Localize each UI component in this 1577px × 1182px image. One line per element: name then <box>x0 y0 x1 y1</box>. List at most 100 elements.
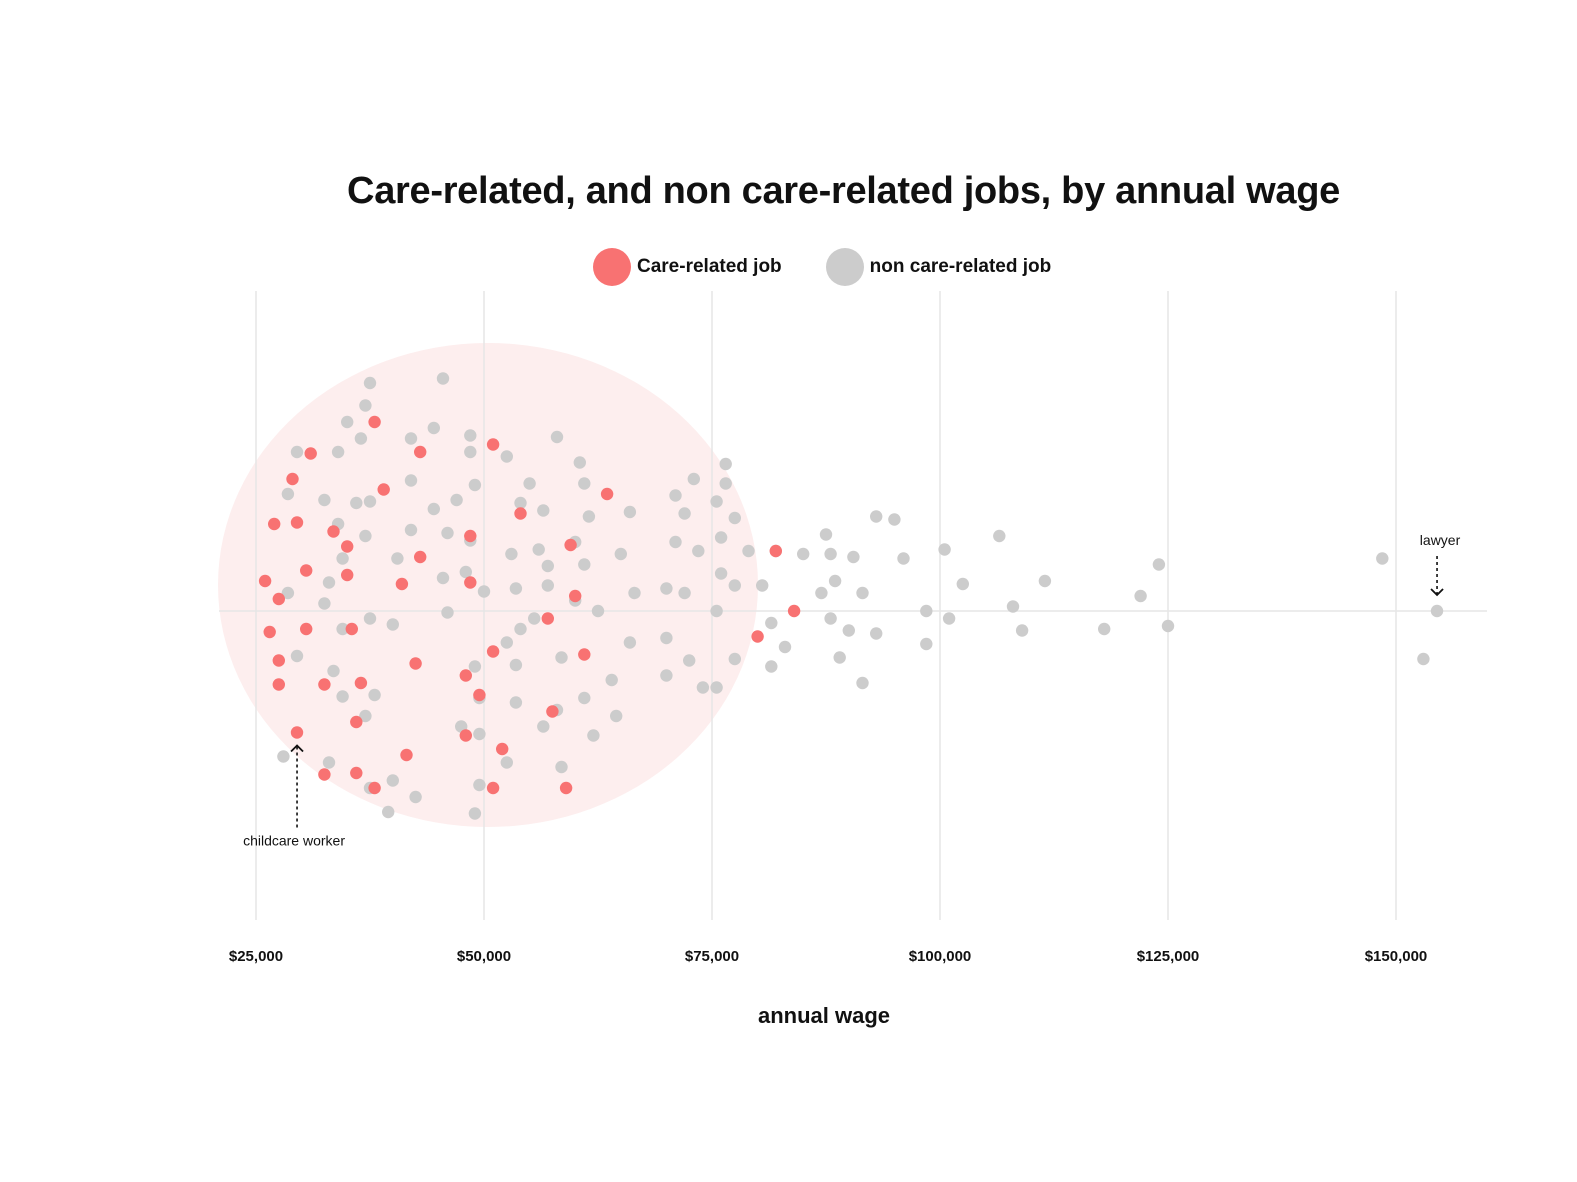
point-noncare-131 <box>610 709 623 723</box>
point-noncare-54 <box>824 547 837 561</box>
point-noncare-17 <box>281 487 295 501</box>
chart-title: Care-related, and non care-related jobs,… <box>347 170 1340 212</box>
point-noncare-113 <box>728 652 741 666</box>
point-care-7 <box>268 517 281 531</box>
point-care-22 <box>569 589 582 603</box>
point-noncare-5 <box>404 432 418 445</box>
point-noncare-15 <box>687 472 700 486</box>
point-noncare-98 <box>514 622 527 636</box>
point-noncare-30 <box>427 502 440 516</box>
point-noncare-49 <box>692 544 705 558</box>
point-noncare-31 <box>582 510 596 523</box>
point-noncare-99 <box>842 624 855 637</box>
x-tick-label-4: $125,000 <box>1137 948 1200 965</box>
point-noncare-89 <box>1006 600 1020 613</box>
legend-item-care: Care-related job <box>593 248 782 286</box>
point-noncare-18 <box>468 478 482 492</box>
point-noncare-118 <box>468 660 482 673</box>
point-care-48 <box>559 781 573 795</box>
point-noncare-95 <box>765 616 778 630</box>
point-noncare-2 <box>359 399 372 412</box>
point-care-17 <box>258 574 272 588</box>
point-care-14 <box>769 544 782 558</box>
point-noncare-69 <box>728 579 741 592</box>
point-noncare-145 <box>468 807 482 820</box>
point-noncare-48 <box>669 535 682 549</box>
point-care-27 <box>541 612 554 625</box>
point-noncare-85 <box>441 606 454 619</box>
point-noncare-26 <box>514 496 527 510</box>
x-tick-label-2: $75,000 <box>685 948 739 965</box>
legend-swatch-noncare <box>825 248 864 286</box>
annotations: lawyer childcare worker <box>243 532 1461 849</box>
point-care-35 <box>354 676 368 690</box>
point-noncare-45 <box>532 543 545 556</box>
legend-item-noncare: non care-related job <box>825 248 1052 286</box>
point-care-31 <box>486 645 500 658</box>
point-noncare-68 <box>714 567 728 580</box>
point-noncare-33 <box>678 507 691 520</box>
point-noncare-76 <box>509 582 523 595</box>
point-care-25 <box>300 622 313 636</box>
point-noncare-78 <box>660 582 673 595</box>
x-tick-label-0: $25,000 <box>229 948 283 965</box>
point-noncare-82 <box>1134 589 1147 603</box>
point-noncare-103 <box>1161 619 1175 633</box>
legend-label-noncare: non care-related job <box>869 256 1052 277</box>
point-noncare-121 <box>856 676 869 690</box>
point-noncare-97 <box>336 622 349 636</box>
point-noncare-20 <box>578 477 591 490</box>
point-noncare-16 <box>404 474 418 487</box>
point-noncare-29 <box>710 495 723 508</box>
point-noncare-0 <box>436 372 450 385</box>
point-noncare-65 <box>436 571 450 585</box>
point-noncare-87 <box>710 604 723 618</box>
point-noncare-36 <box>888 513 901 526</box>
point-noncare-141 <box>473 778 486 792</box>
point-noncare-74 <box>281 586 295 600</box>
point-noncare-134 <box>473 727 486 741</box>
point-noncare-10 <box>331 445 345 459</box>
point-noncare-124 <box>336 690 349 703</box>
point-noncare-144 <box>382 805 395 819</box>
point-care-41 <box>459 729 472 742</box>
point-noncare-138 <box>500 756 513 769</box>
point-noncare-80 <box>815 586 828 600</box>
point-noncare-72 <box>956 577 969 591</box>
point-noncare-127 <box>509 696 523 709</box>
point-care-24 <box>263 625 276 639</box>
cluster-ellipse <box>218 343 758 827</box>
point-noncare-77 <box>628 586 641 600</box>
point-care-1 <box>304 447 317 460</box>
point-care-43 <box>496 742 509 756</box>
point-noncare-102 <box>1098 622 1111 636</box>
point-noncare-107 <box>778 640 792 654</box>
point-noncare-135 <box>587 729 600 742</box>
point-noncare-105 <box>623 636 637 649</box>
point-noncare-125 <box>368 688 381 702</box>
point-noncare-88 <box>920 604 933 618</box>
point-noncare-81 <box>856 586 869 600</box>
point-noncare-21 <box>719 477 732 490</box>
point-noncare-13 <box>573 456 586 469</box>
point-noncare-55 <box>847 550 860 564</box>
point-noncare-120 <box>605 673 618 687</box>
point-care-3 <box>414 445 427 459</box>
point-care-38 <box>350 715 363 729</box>
point-noncare-4 <box>341 415 354 429</box>
point-noncare-83 <box>318 597 331 610</box>
point-noncare-101 <box>1015 624 1029 637</box>
point-noncare-8 <box>354 432 368 445</box>
x-tick-label-5: $150,000 <box>1365 948 1428 965</box>
point-noncare-39 <box>404 523 418 537</box>
point-noncare-86 <box>591 604 605 618</box>
point-noncare-40 <box>441 526 454 540</box>
point-noncare-24 <box>363 495 377 508</box>
point-care-4 <box>486 438 500 451</box>
x-axis-title: annual wage <box>758 1003 890 1028</box>
point-noncare-111 <box>555 651 568 664</box>
point-care-47 <box>486 781 500 795</box>
point-noncare-93 <box>386 618 399 631</box>
point-noncare-122 <box>696 681 710 694</box>
